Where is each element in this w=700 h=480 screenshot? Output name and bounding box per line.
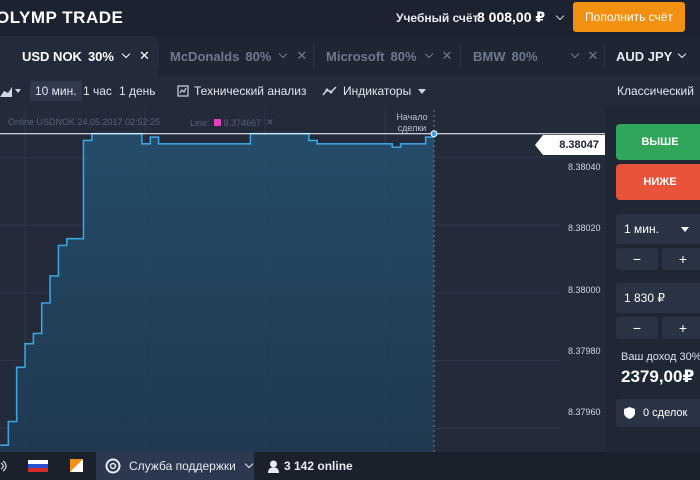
income-label: Ваш доход 30% bbox=[621, 351, 700, 363]
tab-name: McDonalds bbox=[170, 48, 240, 64]
tab-aud-jpy[interactable]: AUD JPY bbox=[605, 36, 700, 76]
duration-select[interactable]: 1 мин. bbox=[616, 214, 700, 244]
close-icon[interactable]: ✕ bbox=[587, 48, 599, 63]
amount-increase-button[interactable]: + bbox=[662, 317, 700, 339]
tab-divider bbox=[604, 44, 605, 68]
y-tick-label: 8.37960 bbox=[568, 407, 601, 417]
tab-name: USD NOK bbox=[22, 48, 82, 64]
lower-button[interactable]: НИЖЕ bbox=[616, 164, 700, 200]
chevron-down-icon bbox=[244, 459, 254, 469]
theme-icon[interactable] bbox=[70, 459, 83, 472]
y-tick-label: 8.38020 bbox=[568, 223, 601, 233]
deals-count: 0 сделок bbox=[643, 407, 688, 419]
chart-info: Online USDNOK 24.05.2017 02:52:25 bbox=[8, 117, 161, 127]
shield-icon bbox=[624, 407, 635, 419]
income-value: 2379,00₽ bbox=[621, 367, 695, 386]
chevron-down-icon bbox=[555, 11, 565, 21]
indicators-label: Индикаторы bbox=[343, 84, 412, 98]
tab-divider bbox=[157, 44, 158, 68]
tab-divider bbox=[460, 44, 461, 68]
chevron-down-icon[interactable] bbox=[121, 49, 131, 59]
analysis-icon bbox=[177, 85, 189, 97]
close-icon[interactable]: ✕ bbox=[441, 48, 453, 63]
tab-percent: 80% bbox=[390, 48, 417, 64]
account-type-label[interactable]: Учебный счёт bbox=[396, 11, 479, 25]
price-line bbox=[0, 132, 435, 447]
technical-analysis-button[interactable]: Технический анализ bbox=[177, 76, 307, 106]
price-area-fill bbox=[0, 133, 434, 452]
deal-start-label-line1: Начало bbox=[396, 112, 428, 122]
close-icon[interactable]: ✕ bbox=[266, 117, 274, 127]
caret-down-icon bbox=[418, 88, 427, 94]
tab-name: Microsoft bbox=[326, 48, 385, 64]
asset-tabs: USD NOK 30% ✕ McDonalds 80% ✕ Microsoft … bbox=[0, 36, 700, 76]
duration-increase-button[interactable]: + bbox=[662, 248, 700, 270]
chart-mode-select[interactable]: Классический bbox=[617, 84, 694, 98]
chevron-down-icon[interactable] bbox=[678, 49, 687, 59]
sound-icon[interactable] bbox=[0, 460, 8, 472]
support-label: Служба поддержки bbox=[129, 459, 236, 473]
line-color-swatch bbox=[213, 119, 221, 126]
y-tick-label: 8.38040 bbox=[568, 162, 601, 172]
area-chart-icon bbox=[0, 87, 21, 97]
tab-name: AUD JPY bbox=[616, 48, 673, 64]
online-count: 3 142 online bbox=[284, 459, 353, 473]
deal-start-label-line2: сделки bbox=[397, 123, 427, 133]
amount-input[interactable]: 1 830 ₽ bbox=[616, 283, 700, 313]
price-chart[interactable] bbox=[0, 110, 605, 452]
timeframe-1d[interactable]: 1 день bbox=[119, 84, 156, 98]
tab-mcdonalds[interactable]: McDonalds 80% ✕ bbox=[158, 36, 313, 76]
tab-name: BMW bbox=[473, 48, 506, 64]
account-balance[interactable]: 8 008,00 ₽ bbox=[477, 9, 565, 26]
higher-button[interactable]: ВЫШЕ bbox=[616, 124, 700, 160]
tab-percent: 80% bbox=[511, 48, 538, 64]
tab-usd-nok[interactable]: USD NOK 30% ✕ bbox=[0, 36, 157, 76]
deals-counter[interactable]: 0 сделок bbox=[616, 399, 700, 427]
tab-percent: 30% bbox=[87, 48, 114, 64]
online-counter: 3 142 online bbox=[268, 452, 353, 480]
last-price-point bbox=[430, 130, 438, 138]
amount-decrease-button[interactable]: − bbox=[616, 317, 658, 339]
chevron-down-icon[interactable] bbox=[570, 49, 579, 59]
current-price-tag: 8.38047 bbox=[535, 135, 605, 155]
line-label-text: Line: bbox=[190, 117, 210, 128]
y-tick-label: 8.37980 bbox=[568, 346, 601, 356]
tab-divider bbox=[313, 44, 314, 68]
chart-toolbar: 10 мин. 1 час 1 день Технический анализ … bbox=[0, 76, 700, 106]
close-icon[interactable]: ✕ bbox=[296, 48, 308, 63]
indicators-icon bbox=[322, 86, 337, 96]
deposit-button[interactable]: Пополнить счёт bbox=[573, 2, 685, 32]
russian-flag-icon[interactable] bbox=[28, 460, 48, 472]
caret-down-icon bbox=[680, 226, 689, 232]
logo[interactable]: OLYMP TRADE bbox=[0, 8, 124, 27]
line-indicator-label: Line: 8.374667 ✕ bbox=[190, 117, 274, 128]
y-tick-label: 8.38000 bbox=[568, 285, 601, 295]
timeframe-10m[interactable]: 10 мин. bbox=[30, 81, 82, 101]
technical-analysis-label: Технический анализ bbox=[194, 84, 307, 98]
deal-start-label: Начало сделки bbox=[390, 112, 434, 134]
line-value: 8.374667 bbox=[223, 117, 262, 128]
duration-decrease-button[interactable]: − bbox=[616, 248, 658, 270]
chevron-down-icon[interactable] bbox=[424, 49, 433, 59]
balance-value: 8 008,00 ₽ bbox=[477, 9, 546, 25]
timeframe-1h[interactable]: 1 час bbox=[83, 84, 112, 98]
chart-type-picker[interactable] bbox=[0, 76, 22, 106]
user-icon bbox=[268, 460, 279, 473]
duration-value: 1 мин. bbox=[624, 222, 659, 236]
support-button[interactable]: Служба поддержки bbox=[96, 452, 254, 480]
indicators-button[interactable]: Индикаторы bbox=[322, 76, 427, 106]
lifebuoy-icon bbox=[105, 458, 121, 474]
close-icon[interactable]: ✕ bbox=[138, 48, 150, 63]
tab-microsoft[interactable]: Microsoft 80% ✕ bbox=[314, 36, 460, 76]
tab-bmw[interactable]: BMW 80% ✕ bbox=[461, 36, 604, 76]
chevron-down-icon[interactable] bbox=[279, 49, 288, 59]
tab-percent: 80% bbox=[245, 48, 272, 64]
trade-panel bbox=[605, 106, 700, 452]
